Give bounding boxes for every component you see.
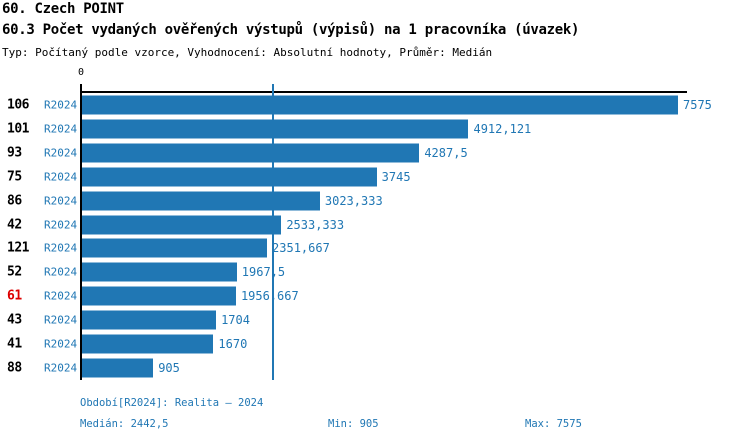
row-id-label: 43 xyxy=(7,312,22,328)
row-series-label: R2024 xyxy=(44,146,78,160)
bar-value-label: 3023,333 xyxy=(324,193,383,208)
row-series-label: R2024 xyxy=(44,313,78,327)
chart-row: 88 R2024 905 xyxy=(0,356,750,380)
bar-value-label: 1670 xyxy=(218,337,248,352)
footer-median-label: Medián: 2442,5 xyxy=(80,418,169,430)
bar-value-label: 1956,667 xyxy=(240,289,299,304)
bar[interactable] xyxy=(82,286,236,306)
chart-row: 121 R2024 2351,667 xyxy=(0,237,750,261)
row-series-label: R2024 xyxy=(44,337,78,351)
row-series-label: R2024 xyxy=(44,361,78,375)
row-series-label: R2024 xyxy=(44,218,78,232)
bar[interactable] xyxy=(82,238,268,258)
footer-max-label: Max: 7575 xyxy=(525,418,582,430)
page-title: 60. Czech POINT xyxy=(2,1,124,17)
footer-period-label: Období[R2024]: Realita – 2024 xyxy=(80,397,264,409)
bar-value-label: 2351,667 xyxy=(272,241,330,256)
row-id-label: 101 xyxy=(7,121,29,137)
row-series-label: R2024 xyxy=(44,265,78,279)
bar-value-label: 2533,333 xyxy=(286,217,345,232)
bar-value-label: 4912,121 xyxy=(473,121,532,136)
row-series-label: R2024 xyxy=(44,170,78,184)
bar-value-label: 3745 xyxy=(381,169,411,184)
chart-row: 106 R2024 7575 xyxy=(0,93,750,117)
bar-value-label: 4287,5 xyxy=(424,145,468,160)
row-id-label: 41 xyxy=(7,336,22,352)
row-id-label: 93 xyxy=(7,145,22,161)
row-series-label: R2024 xyxy=(44,241,78,255)
chart-row: 101 R2024 4912,121 xyxy=(0,117,750,141)
bar-value-label: 7575 xyxy=(683,97,712,112)
row-series-label: R2024 xyxy=(44,289,78,303)
bar[interactable] xyxy=(82,167,377,187)
bar[interactable] xyxy=(82,334,214,354)
chart-row: 61 R2024 1956,667 xyxy=(0,284,750,308)
row-id-label: 61 xyxy=(7,288,22,304)
row-id-label: 52 xyxy=(7,264,22,280)
chart-row: 93 R2024 4287,5 xyxy=(0,141,750,165)
bar[interactable] xyxy=(82,95,678,115)
y-axis-line xyxy=(80,84,82,380)
chart-row: 86 R2024 3023,333 xyxy=(0,189,750,213)
bar-value-label: 1704 xyxy=(221,313,250,328)
x-axis-zero-tick-label: 0 xyxy=(77,67,85,78)
row-id-label: 106 xyxy=(7,97,29,113)
row-id-label: 88 xyxy=(7,360,22,376)
row-id-label: 121 xyxy=(7,240,29,256)
row-series-label: R2024 xyxy=(44,122,78,136)
x-axis-line xyxy=(80,91,687,93)
row-series-label: R2024 xyxy=(44,98,78,112)
bar[interactable] xyxy=(82,262,237,282)
row-id-label: 75 xyxy=(7,169,22,185)
bar[interactable] xyxy=(82,191,320,211)
bar[interactable] xyxy=(82,215,282,235)
bar[interactable] xyxy=(82,119,469,139)
bar[interactable] xyxy=(82,358,154,378)
row-series-label: R2024 xyxy=(44,194,78,208)
chart-row: 75 R2024 3745 xyxy=(0,165,750,189)
chart-row: 52 R2024 1967,5 xyxy=(0,260,750,284)
chart-subtitle: 60.3 Počet vydaných ověřených výstupů (v… xyxy=(2,22,580,38)
bar-value-label: 1967,5 xyxy=(241,265,286,280)
footer-min-label: Min: 905 xyxy=(328,418,379,430)
bar[interactable] xyxy=(82,310,217,330)
chart-meta-info: Typ: Počítaný podle vzorce, Vyhodnocení:… xyxy=(2,46,493,59)
bar[interactable] xyxy=(82,143,420,163)
row-id-label: 86 xyxy=(7,193,22,209)
chart-row: 42 R2024 2533,333 xyxy=(0,213,750,237)
bar-value-label: 905 xyxy=(158,361,180,376)
chart-row: 41 R2024 1670 xyxy=(0,332,750,356)
chart-row: 43 R2024 1704 xyxy=(0,308,750,332)
row-id-label: 42 xyxy=(7,217,22,233)
